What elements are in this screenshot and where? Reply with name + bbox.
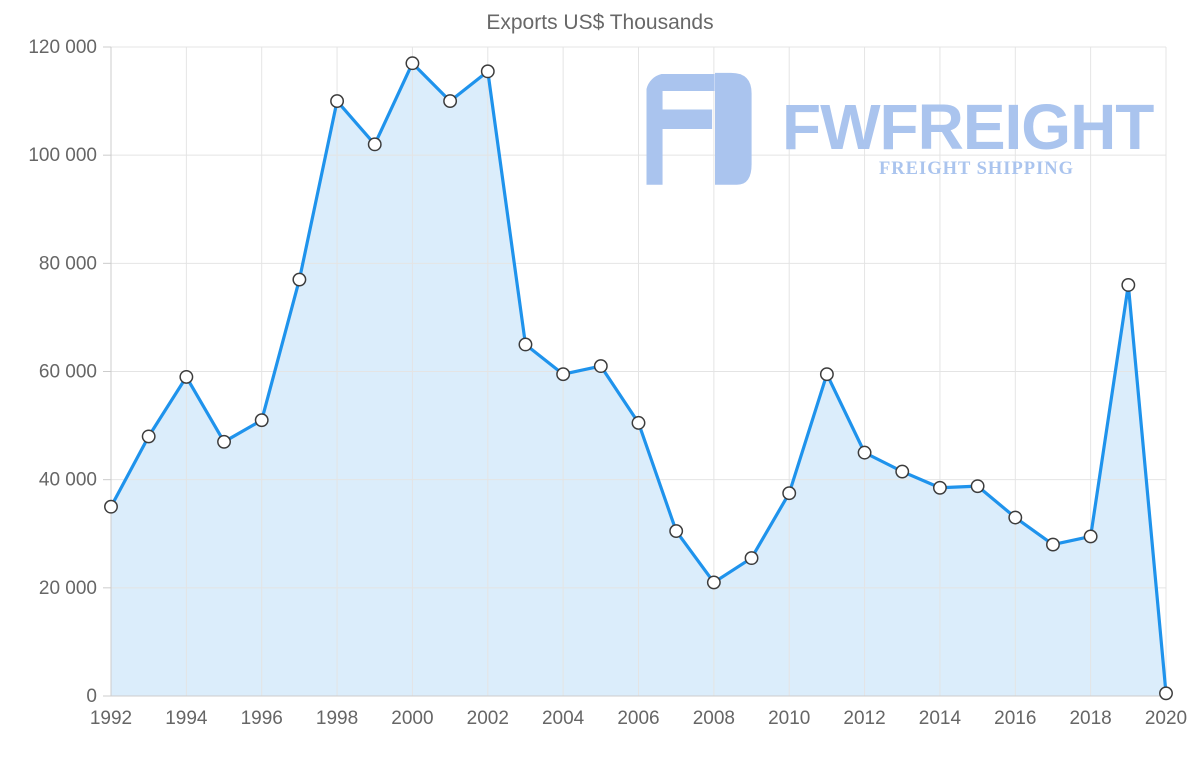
svg-text:120 000: 120 000 bbox=[28, 37, 97, 58]
svg-text:2016: 2016 bbox=[994, 708, 1036, 729]
svg-text:2006: 2006 bbox=[617, 708, 659, 729]
svg-text:80 000: 80 000 bbox=[39, 253, 97, 274]
svg-text:1994: 1994 bbox=[165, 708, 208, 729]
svg-text:2010: 2010 bbox=[768, 708, 810, 729]
svg-text:2000: 2000 bbox=[391, 708, 433, 729]
svg-text:2018: 2018 bbox=[1069, 708, 1111, 729]
svg-text:FWFREIGHT: FWFREIGHT bbox=[782, 91, 1154, 163]
svg-text:2014: 2014 bbox=[919, 708, 962, 729]
svg-text:40 000: 40 000 bbox=[39, 470, 97, 491]
svg-text:0: 0 bbox=[86, 686, 97, 707]
svg-text:1998: 1998 bbox=[316, 708, 358, 729]
svg-text:FREIGHT SHIPPING: FREIGHT SHIPPING bbox=[879, 159, 1074, 179]
svg-text:100 000: 100 000 bbox=[28, 145, 97, 166]
svg-text:2008: 2008 bbox=[693, 708, 735, 729]
svg-text:2002: 2002 bbox=[467, 708, 509, 729]
svg-text:1992: 1992 bbox=[90, 708, 132, 729]
svg-text:60 000: 60 000 bbox=[39, 362, 97, 383]
svg-text:20 000: 20 000 bbox=[39, 578, 97, 599]
svg-text:2004: 2004 bbox=[542, 708, 585, 729]
svg-text:2012: 2012 bbox=[843, 708, 885, 729]
svg-text:2020: 2020 bbox=[1145, 708, 1187, 729]
svg-text:1996: 1996 bbox=[241, 708, 283, 729]
